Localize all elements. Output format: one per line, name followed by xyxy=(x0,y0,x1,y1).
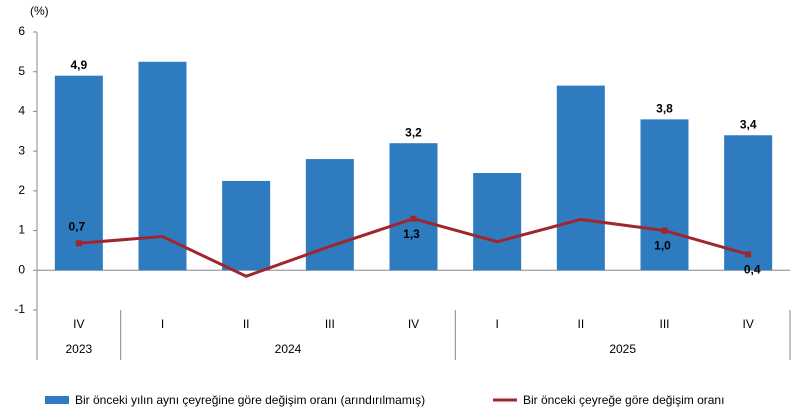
point xyxy=(745,251,752,258)
value-label: 3,2 xyxy=(405,125,422,139)
y-tick-label: 3 xyxy=(18,143,25,157)
value-label: 3,8 xyxy=(656,102,673,116)
x-group-label: 2023 xyxy=(65,342,92,356)
y-tick-label: 5 xyxy=(18,64,25,78)
bar xyxy=(389,143,438,271)
bar xyxy=(54,75,103,271)
legend-label: Bir önceki yılın aynı çeyreğine göre değ… xyxy=(75,393,425,407)
x-tick-label: III xyxy=(659,317,669,331)
bar xyxy=(473,172,522,271)
x-tick-label: II xyxy=(577,317,584,331)
x-group-label: 2024 xyxy=(275,342,302,356)
value-label: 3,4 xyxy=(740,117,757,131)
x-tick-label: III xyxy=(325,317,335,331)
y-tick-label: 2 xyxy=(18,183,25,197)
y-unit-label: (%) xyxy=(30,4,49,18)
y-tick-label: 1 xyxy=(18,223,25,237)
x-tick-label: IV xyxy=(742,317,753,331)
bar xyxy=(724,135,773,271)
bar xyxy=(556,85,605,271)
x-tick-label: I xyxy=(495,317,498,331)
point xyxy=(661,227,668,234)
bar xyxy=(640,119,689,271)
x-tick-label: I xyxy=(161,317,164,331)
value-label: 0,7 xyxy=(68,219,85,233)
y-tick-label: 6 xyxy=(18,24,25,38)
legend-swatch xyxy=(45,396,69,404)
bar xyxy=(222,180,271,271)
x-tick-label: IV xyxy=(73,317,84,331)
value-label: 4,9 xyxy=(70,58,87,72)
x-tick-label: II xyxy=(243,317,250,331)
y-tick-label: 0 xyxy=(18,262,25,276)
x-tick-label: IV xyxy=(408,317,419,331)
legend-label: Bir önceki çeyreğe göre değişim oranı xyxy=(523,393,724,407)
y-tick-label: -1 xyxy=(14,302,25,316)
value-label: 1,0 xyxy=(654,239,671,253)
y-tick-label: 4 xyxy=(18,104,25,118)
value-label: 0,4 xyxy=(744,263,761,277)
point xyxy=(75,240,82,247)
point xyxy=(410,215,417,222)
value-label: 1,3 xyxy=(403,227,420,241)
x-group-label: 2025 xyxy=(609,342,636,356)
